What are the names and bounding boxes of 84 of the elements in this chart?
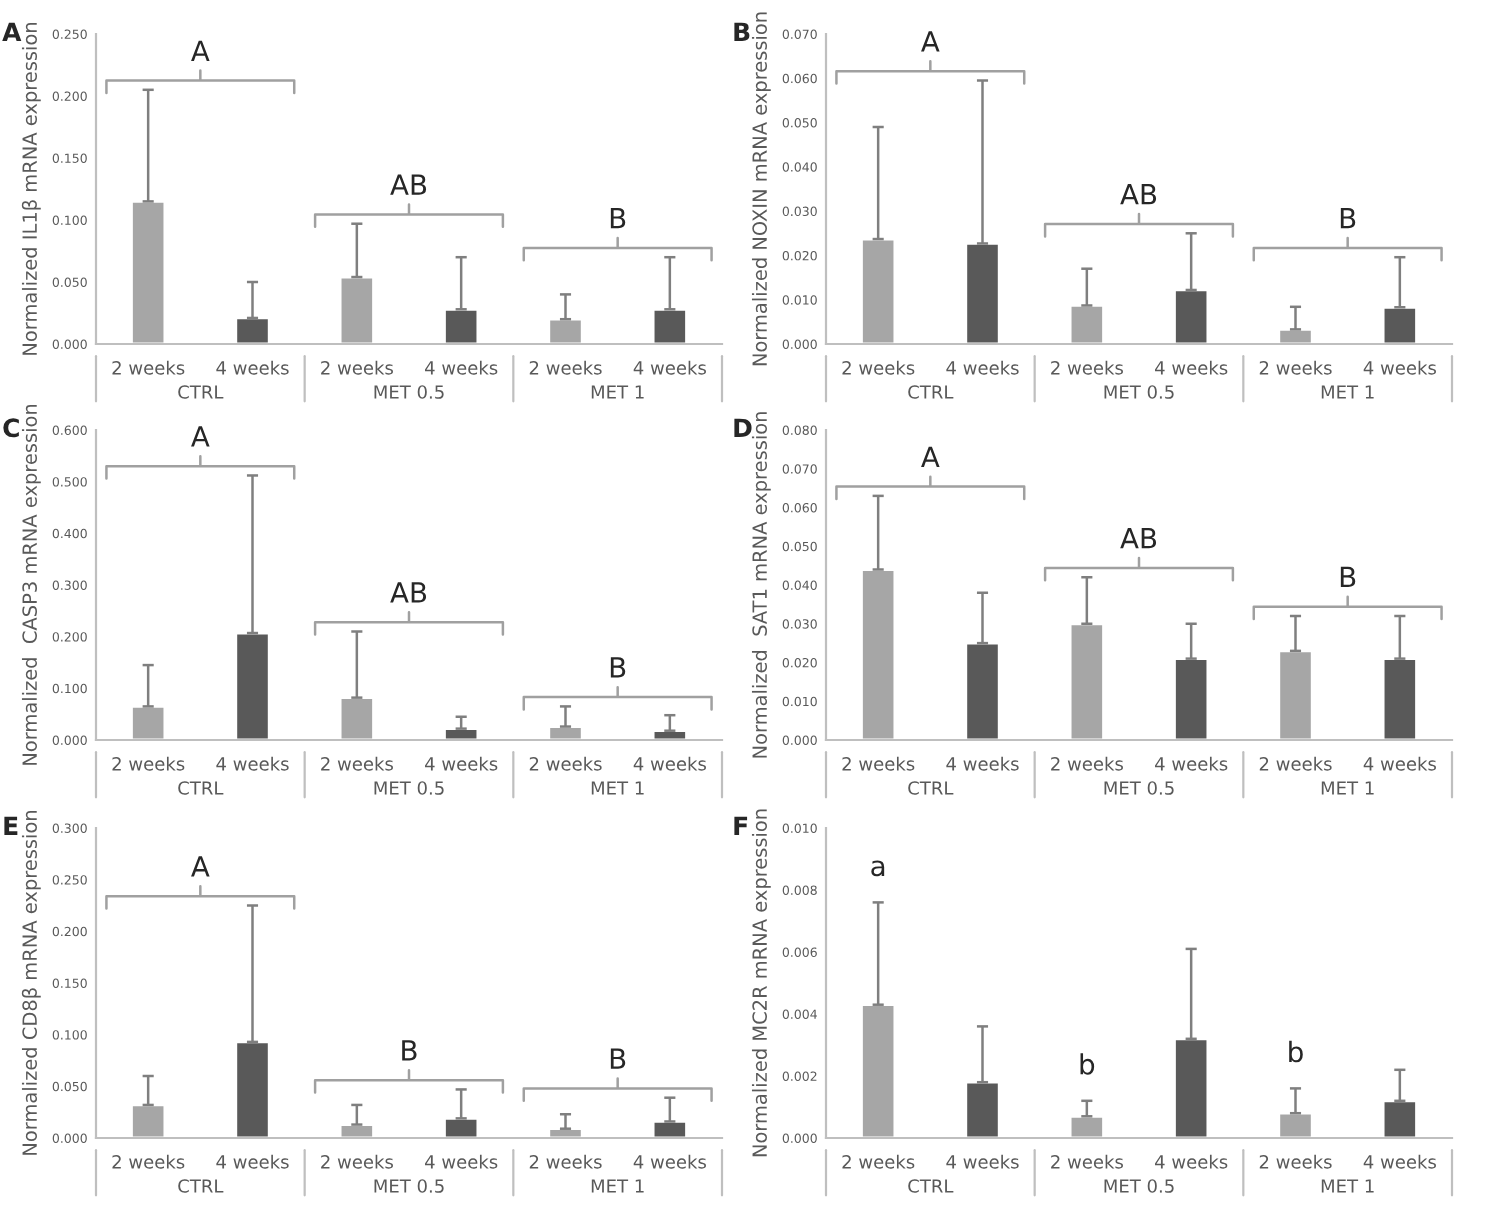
x-tick-label: 4 weeks bbox=[1155, 1154, 1228, 1169]
annotation: AB bbox=[1120, 184, 1157, 205]
chart-title: C bbox=[3, 418, 19, 438]
y-axis-title: Normalized SAT1 mRNA expression bbox=[751, 412, 771, 758]
x-tick-label: 4 weeks bbox=[1363, 756, 1436, 771]
x-tick-label: 4 weeks bbox=[633, 756, 706, 771]
x-tick-label: 4 weeks bbox=[633, 1154, 706, 1169]
annotation: b bbox=[1080, 1053, 1095, 1075]
x-tick-label: 4 weeks bbox=[216, 360, 289, 375]
text: MET 1 bbox=[1321, 385, 1374, 399]
x-tick-label: 4 weeks bbox=[425, 360, 498, 375]
text: MET 1 bbox=[1321, 781, 1374, 795]
annotation: B bbox=[610, 657, 626, 678]
text: CTRL bbox=[908, 1179, 954, 1193]
annotation: AB bbox=[390, 582, 427, 603]
text: MET 1 bbox=[1321, 1179, 1374, 1193]
x-tick-label: 2 weeks bbox=[112, 360, 185, 375]
text: MET 0.5 bbox=[374, 385, 444, 399]
x-tick-label: 2 weeks bbox=[1051, 360, 1123, 375]
x-tick-label: 4 weeks bbox=[946, 360, 1019, 375]
x-tick-label: 2 weeks bbox=[1259, 756, 1332, 771]
x-tick-label: 2 weeks bbox=[321, 756, 393, 771]
annotation: A bbox=[921, 446, 940, 467]
chart-title: B bbox=[734, 22, 750, 41]
x-tick-label: 2 weeks bbox=[1259, 1154, 1332, 1169]
x-tick-label: 2 weeks bbox=[1051, 1154, 1123, 1169]
text: MET 0.5 bbox=[1104, 385, 1174, 399]
x-tick-label: 4 weeks bbox=[946, 756, 1019, 771]
x-tick-label: 4 weeks bbox=[1363, 360, 1436, 375]
x-tick-label: 2 weeks bbox=[321, 360, 393, 375]
x-tick-label: 2 weeks bbox=[529, 360, 602, 375]
x-tick-label: 4 weeks bbox=[1363, 1154, 1436, 1169]
chart-title: E bbox=[4, 816, 18, 835]
annotation: B bbox=[1340, 208, 1356, 229]
chart-title: D bbox=[734, 418, 752, 437]
x-tick-label: 4 weeks bbox=[216, 1154, 289, 1169]
text: CTRL bbox=[178, 781, 224, 795]
x-tick-label: 4 weeks bbox=[946, 1154, 1019, 1169]
text: CTRL bbox=[178, 1179, 224, 1193]
text: CTRL bbox=[178, 385, 224, 399]
y-axis-title: Normalized MC2R mRNA expression bbox=[751, 809, 771, 1157]
annotation: A bbox=[921, 31, 940, 52]
text: MET 1 bbox=[591, 385, 644, 399]
annotation: B bbox=[610, 208, 626, 229]
chart-title: F bbox=[734, 816, 748, 835]
annotation: A bbox=[191, 856, 210, 877]
x-tick-label: 4 weeks bbox=[1155, 360, 1228, 375]
chart-title: A bbox=[2, 22, 22, 41]
text: CTRL bbox=[908, 385, 954, 399]
x-tick-label: 2 weeks bbox=[1051, 756, 1123, 771]
y-axis-title: Normalized NOXIN mRNA expression bbox=[751, 12, 771, 366]
text: MET 1 bbox=[591, 1179, 644, 1193]
x-tick-label: 2 weeks bbox=[842, 756, 915, 771]
annotation: b bbox=[1289, 1040, 1303, 1063]
annotation: A bbox=[191, 426, 210, 447]
x-tick-label: 2 weeks bbox=[1259, 360, 1332, 375]
y-axis-title: Normalized CD8β mRNA expression bbox=[21, 810, 41, 1155]
x-tick-label: 2 weeks bbox=[842, 360, 915, 375]
x-tick-label: 4 weeks bbox=[216, 756, 289, 771]
x-tick-label: 2 weeks bbox=[842, 1154, 915, 1169]
y-axis-title: Normalized CASP3 mRNA expression bbox=[21, 404, 41, 765]
x-tick-label: 4 weeks bbox=[1155, 756, 1228, 771]
text: MET 1 bbox=[591, 781, 644, 795]
annotation: AB bbox=[390, 174, 427, 195]
text: MET 0.5 bbox=[1104, 1179, 1174, 1193]
x-tick-label: 4 weeks bbox=[425, 1154, 498, 1169]
text: MET 0.5 bbox=[374, 781, 444, 795]
annotation: B bbox=[610, 1048, 626, 1069]
text: MET 0.5 bbox=[1104, 781, 1174, 795]
x-tick-label: 2 weeks bbox=[112, 1154, 185, 1169]
x-tick-label: 4 weeks bbox=[425, 756, 498, 771]
annotation: a bbox=[871, 860, 885, 877]
y-axis-title: Normalized IL1β mRNA expression bbox=[21, 22, 41, 355]
annotation: AB bbox=[1120, 528, 1157, 549]
annotation: B bbox=[402, 1040, 417, 1061]
annotation: B bbox=[1340, 566, 1356, 588]
x-tick-label: 2 weeks bbox=[529, 1154, 602, 1169]
text: CTRL bbox=[908, 781, 954, 795]
x-tick-label: 2 weeks bbox=[112, 756, 185, 771]
x-tick-label: 2 weeks bbox=[321, 1154, 393, 1169]
annotation: A bbox=[191, 40, 210, 61]
x-tick-label: 2 weeks bbox=[529, 756, 602, 771]
x-tick-label: 4 weeks bbox=[633, 360, 706, 375]
text: MET 0.5 bbox=[374, 1179, 444, 1193]
